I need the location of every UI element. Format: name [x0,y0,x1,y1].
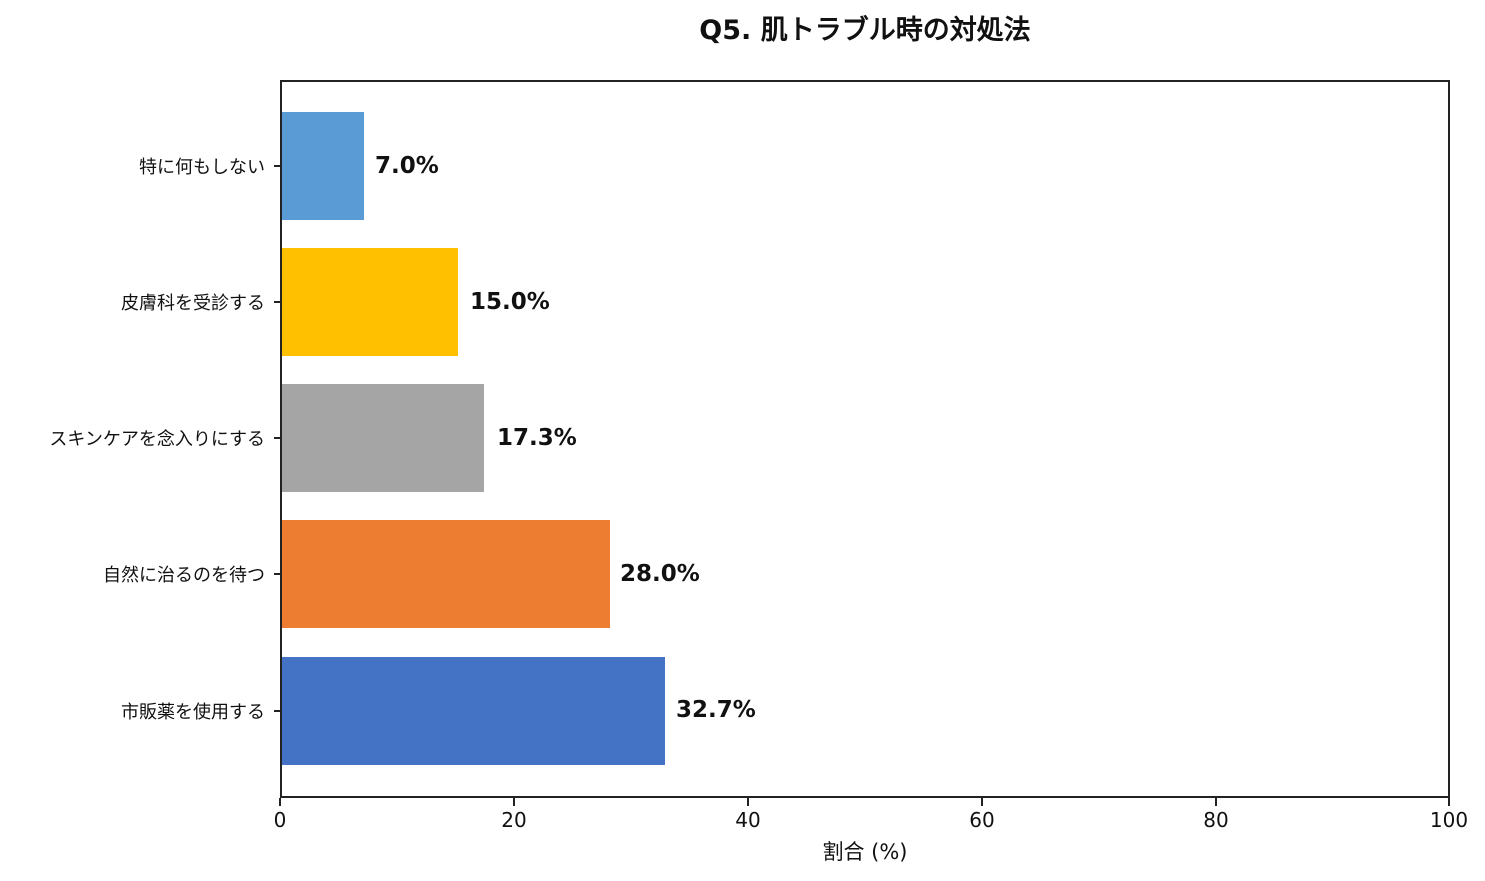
x-tick-label-100: 100 [1429,808,1469,832]
y-tick-3 [274,573,282,575]
y-tick-4 [274,710,282,712]
y-tick-label-1: 皮膚科を受診する [121,293,265,314]
chart-title: Q5. 肌トラブル時の対処法 [699,15,1031,46]
x-tick-label-80: 80 [1203,808,1229,832]
x-tick-label-40: 40 [735,808,761,832]
x-tick-20 [513,798,515,806]
y-tick-1 [274,301,282,303]
x-axis-label: 割合 (%) [822,840,908,864]
bar-1 [282,248,458,356]
bar-value-label-3: 28.0% [620,561,700,587]
y-tick-label-0: 特に何もしない [139,157,265,178]
bar-value-label-2: 17.3% [497,425,577,451]
bar-4 [282,657,665,765]
x-tick-60 [981,798,983,806]
x-tick-label-0: 0 [273,808,287,832]
y-tick-label-3: 自然に治るのを待つ [103,565,265,586]
bar-value-label-4: 32.7% [676,697,756,723]
bar-0 [282,112,364,220]
y-tick-label-2: スキンケアを念入りにする [49,429,265,450]
bar-value-label-0: 7.0% [375,153,439,179]
y-tick-2 [274,437,282,439]
x-tick-100 [1448,798,1450,806]
x-tick-label-60: 60 [969,808,995,832]
bar-value-label-1: 15.0% [470,289,550,315]
x-tick-0 [279,798,281,806]
bar-2 [282,384,485,492]
bar-3 [282,520,610,628]
x-tick-40 [747,798,749,806]
x-tick-80 [1215,798,1217,806]
y-tick-label-4: 市販薬を使用する [121,702,265,723]
x-tick-label-20: 20 [501,808,527,832]
plot-area: 7.0% 15.0% 17.3% 28.0% 32.7% [274,80,1450,798]
y-tick-0 [274,165,282,167]
